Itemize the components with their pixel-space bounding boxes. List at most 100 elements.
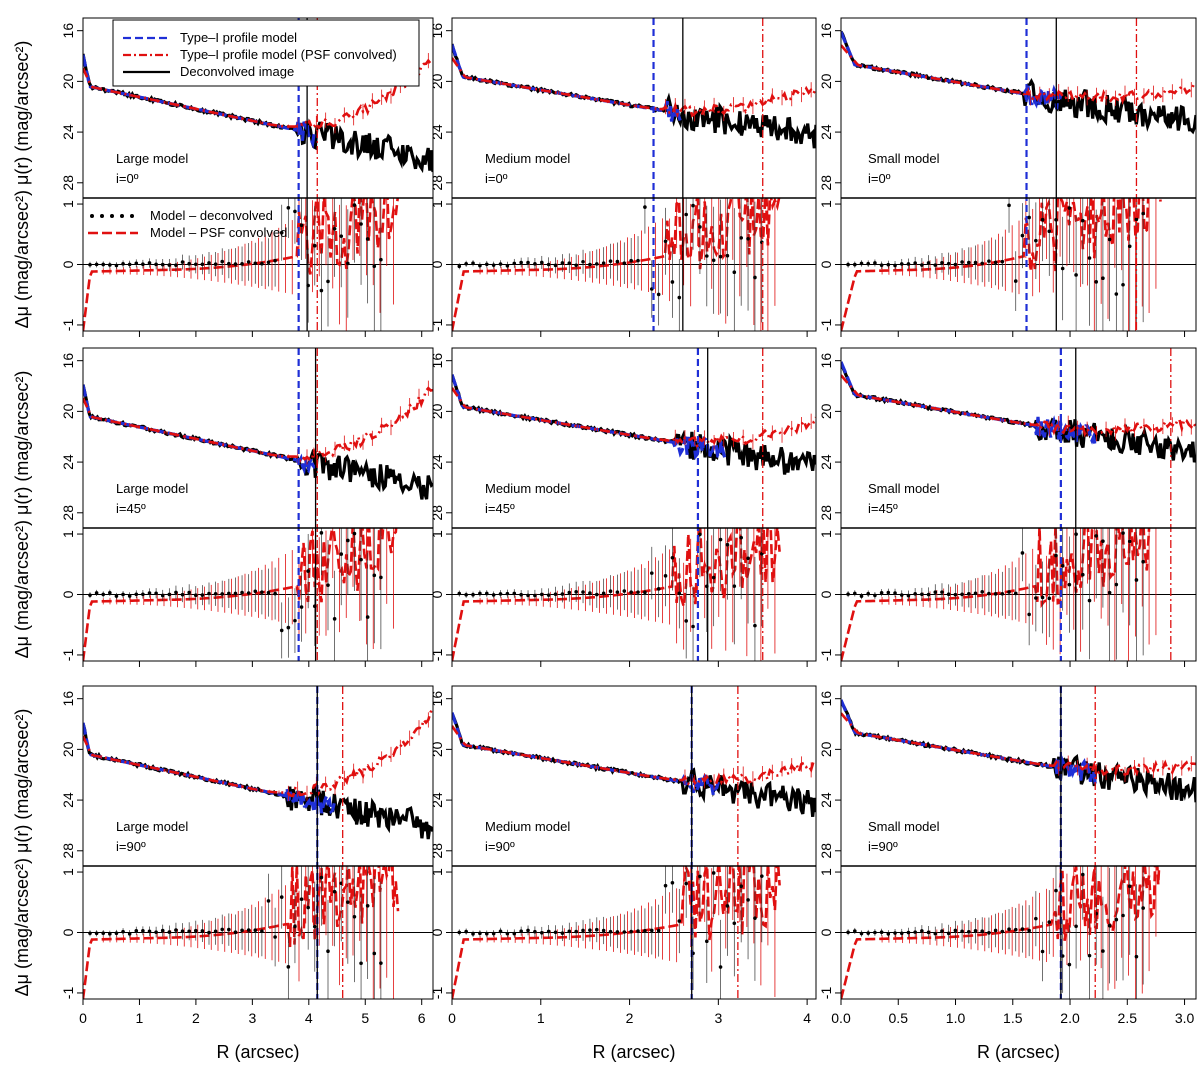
profile-legend-box <box>112 19 420 87</box>
x-tick-label: 3 <box>714 1010 722 1026</box>
residual-point <box>279 628 284 633</box>
residual-point <box>1034 916 1038 921</box>
residual-point <box>352 531 357 536</box>
residual-point <box>601 928 606 933</box>
residual-point <box>846 262 850 267</box>
residual-point <box>94 591 99 595</box>
residual-point <box>698 225 702 229</box>
y-tick-label: 0 <box>60 928 76 936</box>
x-tick-label: 3.0 <box>1175 1010 1195 1026</box>
residual-point <box>240 590 244 595</box>
residual-point <box>926 592 931 597</box>
residual-point <box>1074 273 1078 277</box>
residual-point <box>233 262 238 266</box>
residual-point <box>147 591 152 595</box>
residual-point <box>1000 259 1005 264</box>
residual-point <box>691 624 695 629</box>
residual-point <box>160 593 165 598</box>
residual-point <box>1027 928 1031 933</box>
residual-point <box>615 590 620 594</box>
residual-point <box>240 928 244 933</box>
residual-point <box>260 929 264 934</box>
residual-point <box>299 223 304 228</box>
residual-point <box>1074 924 1078 929</box>
residual-point <box>567 261 572 266</box>
residual-point <box>505 264 510 268</box>
residual-point <box>629 258 633 263</box>
residual-point <box>581 259 585 264</box>
residual-point <box>187 929 191 934</box>
residual-point <box>339 234 344 238</box>
residual-point <box>1040 217 1045 222</box>
residual-point <box>1067 962 1072 967</box>
panel-inclination-label: i=45º <box>485 501 515 516</box>
residual-point <box>1054 888 1058 893</box>
y-tick-label: -1 <box>60 987 76 1000</box>
residual-point <box>147 929 152 934</box>
residual-point <box>273 935 277 939</box>
residual-point <box>88 931 92 936</box>
residual-point <box>498 262 503 266</box>
residual-point <box>266 899 271 903</box>
legend-psf-label: Type–I profile model (PSF convolved) <box>180 47 397 62</box>
y-tick-label: 0 <box>818 928 834 936</box>
residual-point <box>526 928 530 933</box>
residual-point <box>220 592 225 596</box>
y-tick-label: 24 <box>429 454 445 470</box>
residual-point <box>746 556 750 561</box>
residual-point <box>663 239 668 244</box>
residual-point <box>180 260 185 264</box>
panel-1-1: 16 20 24 28 -1 0 1 Large model i=0º <box>60 17 434 337</box>
residual-point <box>866 261 871 266</box>
residual-point <box>913 591 917 596</box>
residual-point <box>732 921 737 926</box>
residual-point <box>987 931 991 935</box>
panel-1-3: 16 20 24 28 -1 0 1 Small model i=0º <box>818 17 1197 337</box>
residual-point <box>711 871 716 875</box>
y-tick-label: 0 <box>818 590 834 598</box>
residual-point <box>187 590 191 595</box>
residual-point <box>326 949 330 953</box>
residual-point <box>746 898 750 902</box>
residual-point <box>1013 279 1018 283</box>
residual-point <box>967 929 971 934</box>
residual-point <box>906 930 911 935</box>
residual-point <box>154 591 158 596</box>
residual-point <box>227 927 231 932</box>
legend-deconvolved-label: Deconvolved image <box>180 64 294 79</box>
residual-point <box>663 883 668 888</box>
residual-point <box>886 932 891 936</box>
legend-residual-psf-label: Model – PSF convolved <box>150 225 287 240</box>
residual-point <box>1114 582 1119 587</box>
residual-point <box>853 591 857 596</box>
y-tick-label: 28 <box>60 505 76 521</box>
residual-point <box>365 237 370 241</box>
residual-point <box>174 263 178 267</box>
residual-point <box>608 929 613 934</box>
residual-point <box>1020 551 1025 555</box>
residual-point <box>246 591 251 595</box>
residual-point <box>332 226 337 231</box>
residual-point <box>987 259 991 263</box>
residual-point <box>526 593 530 598</box>
residual-point <box>1087 256 1092 260</box>
residual-point <box>973 260 978 265</box>
residual-point <box>553 592 558 597</box>
residual-point <box>193 262 198 267</box>
residual-point <box>519 929 523 933</box>
residual-point <box>866 931 871 935</box>
residual-point <box>746 236 750 241</box>
residual-point <box>154 262 158 267</box>
residual-point <box>471 932 475 936</box>
residual-point <box>1020 927 1025 931</box>
residual-point <box>1013 927 1018 932</box>
residual-point <box>1034 238 1038 243</box>
residual-point <box>339 552 344 556</box>
residual-point <box>1094 534 1099 538</box>
residual-point <box>253 589 258 594</box>
profile-plot <box>452 374 816 475</box>
residual-point <box>491 263 496 267</box>
panel-2-3: 16 20 24 28 -1 0 1 Small model i=45º <box>818 347 1197 667</box>
residual-point <box>114 594 119 598</box>
residual-point <box>233 591 238 596</box>
